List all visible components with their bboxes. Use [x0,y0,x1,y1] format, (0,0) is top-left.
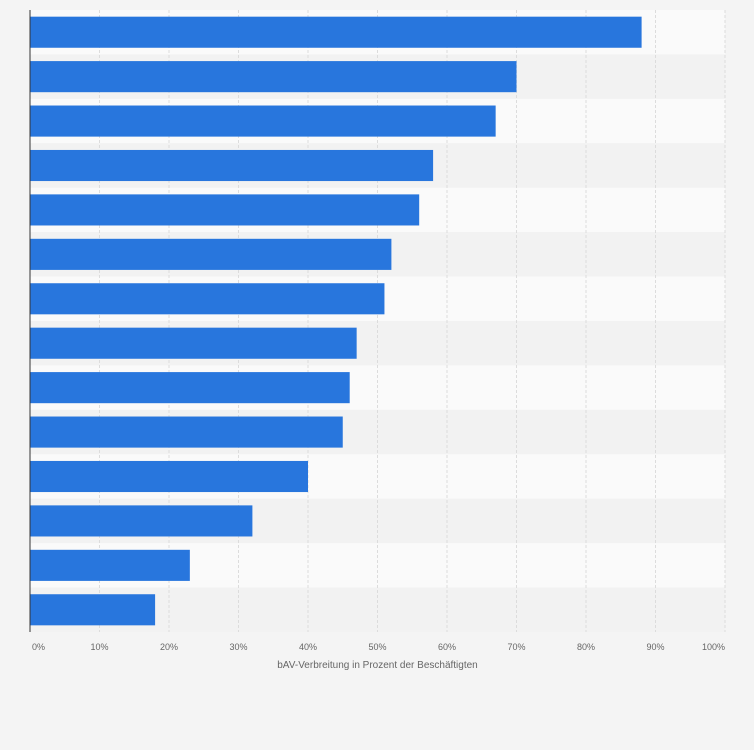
bar [30,460,308,493]
bar [30,416,343,448]
bar [30,194,420,226]
x-tick-label: 50% [368,642,386,652]
x-tick-label: 0% [32,642,45,652]
x-tick-label: 100% [702,642,725,652]
bar [30,16,642,48]
bar [30,505,253,537]
x-tick-label: 90% [646,642,664,652]
gridlines [99,10,726,632]
bar [30,549,190,581]
bar [30,149,434,182]
x-axis-ticks: 0% 10% 20% 30% 40% 50% 60% 70% 80% 90% 100% [32,642,725,652]
x-tick-label: 10% [90,642,108,652]
bars [30,16,642,626]
bar [30,61,517,93]
bar [30,372,350,404]
x-tick-label: 80% [577,642,595,652]
bar [30,238,392,270]
bar [30,594,156,626]
bar [30,105,496,137]
bar [30,327,357,359]
x-axis-title: bAV-Verbreitung in Prozent der Beschäfti… [277,660,478,671]
x-tick-label: 40% [299,642,317,652]
x-tick-label: 60% [438,642,456,652]
bar [30,283,385,315]
x-tick-label: 20% [160,642,178,652]
x-tick-label: 70% [507,642,525,652]
x-tick-label: 30% [229,642,247,652]
